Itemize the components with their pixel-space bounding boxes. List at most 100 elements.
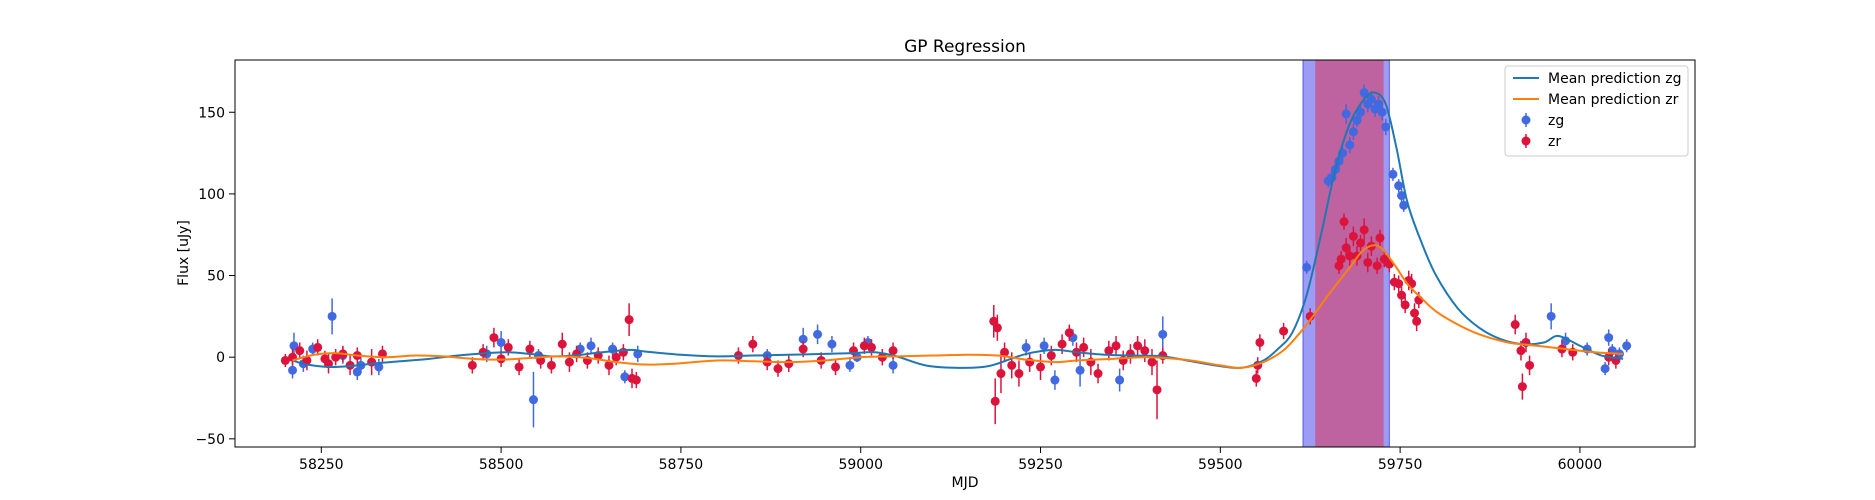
zg-point [1604, 333, 1614, 343]
zr-point [280, 355, 290, 365]
zr-point [525, 344, 535, 354]
zg-point [1341, 109, 1351, 119]
zr-point [1372, 261, 1382, 271]
zr-point [1251, 373, 1261, 383]
zr-point [1341, 243, 1351, 253]
zg-point [1600, 364, 1610, 374]
zr-point [331, 352, 341, 362]
zr-point [867, 342, 877, 352]
mean-prediction-zg-line [292, 91, 1624, 370]
zr-point [564, 357, 574, 367]
zg-point [1622, 341, 1632, 351]
zr-point [1104, 346, 1114, 356]
zg-point [1359, 88, 1369, 98]
zr-point [1140, 346, 1150, 356]
zg-point [1075, 365, 1085, 375]
zr-point [1397, 290, 1407, 300]
zr-point [1375, 233, 1385, 243]
zr-point [611, 352, 621, 362]
zr-point [1255, 337, 1265, 347]
zg-point [888, 360, 898, 370]
zr-point [784, 359, 794, 369]
y-tick-label: 0 [216, 350, 225, 366]
legend-label-zg-line: Mean prediction zg [1548, 71, 1682, 87]
zg-point [288, 365, 298, 375]
zr-point [557, 339, 567, 349]
legend-box [1504, 65, 1689, 157]
zr-point [1007, 360, 1017, 370]
zr-point [996, 369, 1006, 379]
y-tick-label: 50 [207, 269, 225, 285]
zr-point [1345, 251, 1355, 261]
zg-point [1302, 262, 1312, 272]
zr-point [1525, 360, 1535, 370]
zg-point [1352, 115, 1362, 125]
zr-point [302, 355, 312, 365]
zr-point [888, 346, 898, 356]
zr-point [992, 323, 1002, 333]
zg-point [1050, 375, 1060, 385]
zg-point [845, 360, 855, 370]
zr-point [1400, 300, 1410, 310]
zr-point [503, 342, 513, 352]
zr-point [1133, 341, 1143, 351]
zg-point [1377, 107, 1387, 117]
zr-point [514, 362, 524, 372]
zg-point [1348, 127, 1358, 137]
zg-point [1039, 341, 1049, 351]
y-axis-label: Flux [uJy] [176, 220, 192, 286]
zr-point [313, 342, 323, 352]
x-axis-label: MJD [952, 475, 979, 491]
zr-point [478, 347, 488, 357]
zg-point [327, 311, 337, 321]
zr-point [1014, 369, 1024, 379]
zg-point [813, 329, 823, 339]
zr-point [1152, 385, 1162, 395]
zr-point [1093, 369, 1103, 379]
mean-prediction-zr-line [292, 244, 1624, 369]
zr-point [1336, 254, 1346, 264]
x-tick-label: 59750 [1378, 457, 1423, 473]
zr-point [1079, 342, 1089, 352]
legend-label-zg-points: zg [1548, 113, 1564, 129]
zr-point [1410, 308, 1420, 318]
axes-frame [234, 59, 1696, 448]
legend-marker-zr [1521, 136, 1531, 146]
zr-point [295, 346, 305, 356]
zg-point [1388, 169, 1398, 179]
zr-point [1036, 362, 1046, 372]
zr-point [1356, 238, 1366, 248]
zr-point [1057, 339, 1067, 349]
zg-point [1399, 200, 1409, 210]
zr-point [1412, 316, 1422, 326]
zg-point [374, 362, 384, 372]
zg-point [1158, 329, 1168, 339]
zg-point [620, 372, 630, 382]
zr-point [1064, 328, 1074, 338]
zr-point [1000, 347, 1010, 357]
zr-point [367, 357, 377, 367]
zr-point [1394, 279, 1404, 289]
y-tick-label: 100 [198, 187, 225, 203]
zr-point [1111, 341, 1121, 351]
x-tick-label: 60000 [1558, 457, 1603, 473]
zr-point [467, 360, 477, 370]
zr-point [631, 375, 641, 385]
x-tick-label: 59250 [1018, 457, 1063, 473]
zr-point [1348, 231, 1358, 241]
zr-point [1517, 382, 1527, 392]
zr-point [1339, 217, 1349, 227]
zg-point [1374, 99, 1384, 109]
zr-point [489, 333, 499, 343]
legend-marker-zg [1521, 115, 1531, 125]
zg-point [528, 395, 538, 405]
zg-point [1397, 191, 1407, 201]
x-tick-label: 59000 [838, 457, 883, 473]
zr-point [859, 341, 869, 351]
legend: Mean prediction zg Mean prediction zr zg… [1504, 65, 1689, 157]
zg-point [827, 339, 837, 349]
zg-point [1381, 122, 1391, 132]
zr-point [546, 360, 556, 370]
zg-point [1021, 342, 1031, 352]
